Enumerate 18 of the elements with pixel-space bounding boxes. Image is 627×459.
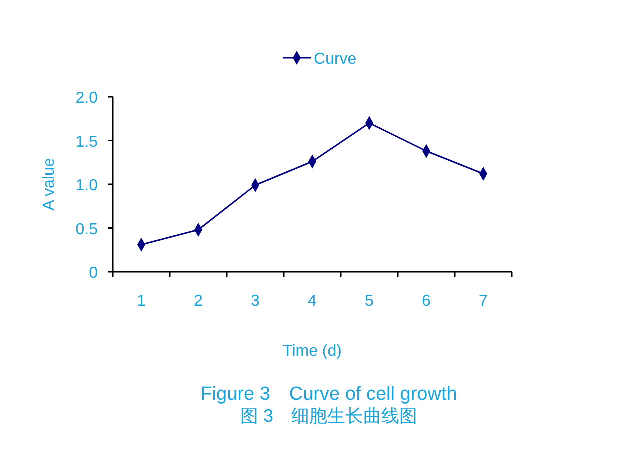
x-tick-label: 1 xyxy=(137,293,146,310)
legend: Curve xyxy=(283,51,357,68)
y-axis-title: A value xyxy=(41,158,58,211)
y-tick-label: 2.0 xyxy=(76,90,98,107)
y-tick-label: 0 xyxy=(89,265,98,282)
caption: Figure 3 Curve of cell growth xyxy=(200,384,458,405)
caption: 图 3 细胞生长曲线图 xyxy=(240,406,418,426)
x-tick-label: 2 xyxy=(194,293,204,310)
legend-label: Curve xyxy=(314,51,357,68)
x-tick-label: 7 xyxy=(479,293,488,310)
x-tick-label: 4 xyxy=(308,293,318,310)
y-tick-label: 1.5 xyxy=(76,134,98,151)
x-tick-label: 5 xyxy=(365,293,374,310)
x-tick-label: 6 xyxy=(422,293,432,310)
x-tick-label: 3 xyxy=(251,293,260,310)
y-tick-label: 1.0 xyxy=(76,178,98,194)
x-axis-title: Time (d) xyxy=(283,343,342,360)
y-tick-label: 0.5 xyxy=(76,221,98,238)
